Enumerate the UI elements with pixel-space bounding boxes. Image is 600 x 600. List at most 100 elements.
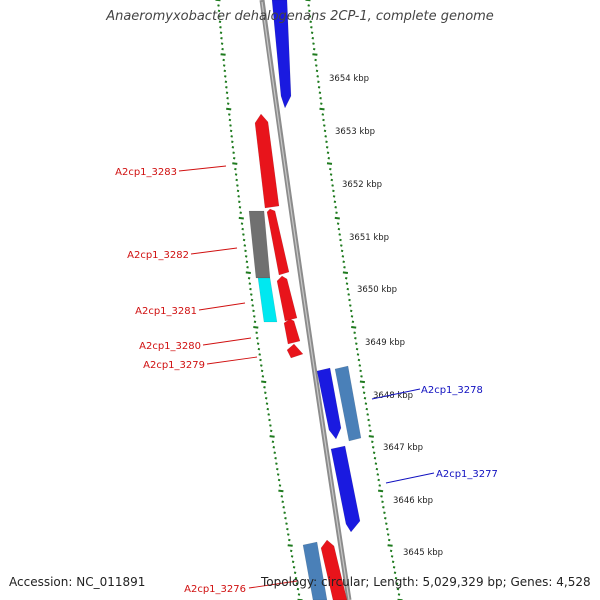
major-tick xyxy=(319,107,325,111)
minor-tick xyxy=(332,195,336,198)
topology-text: Topology: circular; Length: 5,029,329 bp… xyxy=(261,575,591,589)
minor-tick xyxy=(231,146,235,149)
minor-tick xyxy=(358,364,362,367)
minor-tick xyxy=(339,238,342,242)
major-tick xyxy=(269,435,275,438)
minor-tick xyxy=(312,47,316,51)
minor-tick xyxy=(269,429,273,433)
gene-arrow-3276-pseudo[interactable] xyxy=(302,541,328,600)
gene-arrow-3277[interactable] xyxy=(330,445,361,533)
gene-labels: A2cp1_3283 A2cp1_3282 A2cp1_3281 A2cp1_3… xyxy=(115,167,498,595)
minor-tick xyxy=(235,178,238,182)
minor-tick xyxy=(396,587,400,591)
minor-tick xyxy=(296,587,300,591)
kbp-label: 3647 kbp xyxy=(383,443,423,453)
minor-tick xyxy=(351,320,355,324)
minor-tick xyxy=(265,402,269,405)
accession-text: Accession: NC_011891 xyxy=(9,575,146,589)
minor-tick xyxy=(356,353,360,356)
minor-tick xyxy=(253,315,256,318)
minor-tick xyxy=(286,527,289,531)
minor-tick xyxy=(224,80,228,84)
minor-tick xyxy=(280,495,284,498)
minor-tick xyxy=(330,178,334,182)
genome-backbone-highlight xyxy=(261,1,350,600)
minor-tick xyxy=(251,304,254,307)
minor-tick xyxy=(278,484,282,487)
minor-tick xyxy=(266,407,270,411)
minor-tick xyxy=(335,211,338,214)
minor-tick xyxy=(239,211,242,214)
minor-tick xyxy=(230,135,233,138)
gene-arrow-3282-other[interactable] xyxy=(248,210,271,279)
kbp-label: 3651 kbp xyxy=(349,233,389,243)
minor-tick xyxy=(297,593,301,596)
major-tick xyxy=(342,271,349,274)
minor-tick xyxy=(238,200,241,204)
gene-label-3279[interactable]: A2cp1_3279 xyxy=(143,360,205,371)
minor-tick xyxy=(355,342,358,345)
minor-tick xyxy=(383,511,386,514)
minor-tick xyxy=(310,31,314,34)
minor-tick xyxy=(260,364,263,367)
minor-tick xyxy=(340,244,343,247)
gene-arrow-3654[interactable] xyxy=(271,0,292,109)
gene-label-3278[interactable]: A2cp1_3278 xyxy=(421,385,483,396)
minor-tick xyxy=(234,167,237,171)
gene-arrow-3282[interactable] xyxy=(266,208,290,276)
minor-tick xyxy=(376,473,380,476)
kbp-label: 3648 kbp xyxy=(373,391,413,401)
minor-tick xyxy=(246,266,249,269)
minor-tick xyxy=(334,206,337,209)
minor-tick xyxy=(256,336,259,340)
gene-arrow-3276[interactable] xyxy=(320,539,348,600)
gene-arrow-3281-fwd[interactable] xyxy=(276,275,298,322)
minor-tick xyxy=(353,331,356,334)
gene-label-3283[interactable]: A2cp1_3283 xyxy=(115,167,177,178)
genome-backbone xyxy=(259,0,352,600)
minor-tick xyxy=(385,522,388,525)
minor-tick xyxy=(331,184,334,187)
minor-tick xyxy=(220,42,224,45)
gene-arrow-3281[interactable] xyxy=(257,277,278,323)
minor-tick xyxy=(249,287,252,291)
minor-tick xyxy=(267,413,270,416)
minor-tick xyxy=(222,58,225,62)
minor-tick xyxy=(257,347,261,351)
minor-tick xyxy=(366,413,369,416)
minor-tick xyxy=(217,9,221,13)
leader-line-3281 xyxy=(198,302,246,311)
minor-tick xyxy=(274,456,277,460)
gene-label-3282[interactable]: A2cp1_3282 xyxy=(127,250,189,261)
minor-tick xyxy=(248,282,252,285)
minor-tick xyxy=(337,227,341,231)
minor-tick xyxy=(373,456,377,460)
minor-tick xyxy=(360,375,363,378)
minor-tick xyxy=(250,298,254,302)
major-tick xyxy=(387,544,393,547)
minor-tick xyxy=(381,500,384,504)
gene-arrow-3283[interactable] xyxy=(254,113,280,209)
minor-tick xyxy=(284,516,287,520)
minor-tick xyxy=(221,47,224,51)
gene-arrow-3278-pseudo[interactable] xyxy=(334,365,362,442)
gene-arrow-3278[interactable] xyxy=(316,367,342,440)
gene-arrows xyxy=(248,0,362,600)
gene-label-3280[interactable]: A2cp1_3280 xyxy=(139,341,201,352)
gene-label-3277[interactable]: A2cp1_3277 xyxy=(436,469,498,480)
minor-tick xyxy=(269,424,272,427)
leader-line-3283 xyxy=(178,165,227,172)
gene-arrow-3279[interactable] xyxy=(286,343,304,359)
kbp-label: 3652 kbp xyxy=(342,180,382,190)
minor-tick xyxy=(310,26,313,29)
minor-tick xyxy=(288,538,291,542)
minor-tick xyxy=(293,571,297,574)
minor-tick xyxy=(220,36,223,40)
gene-label-3281[interactable]: A2cp1_3281 xyxy=(135,306,197,317)
minor-tick xyxy=(349,309,353,313)
gene-label-3276[interactable]: A2cp1_3276 xyxy=(184,584,246,595)
minor-tick xyxy=(253,320,257,324)
gene-arrow-3280[interactable] xyxy=(283,318,301,345)
minor-tick xyxy=(333,200,337,204)
